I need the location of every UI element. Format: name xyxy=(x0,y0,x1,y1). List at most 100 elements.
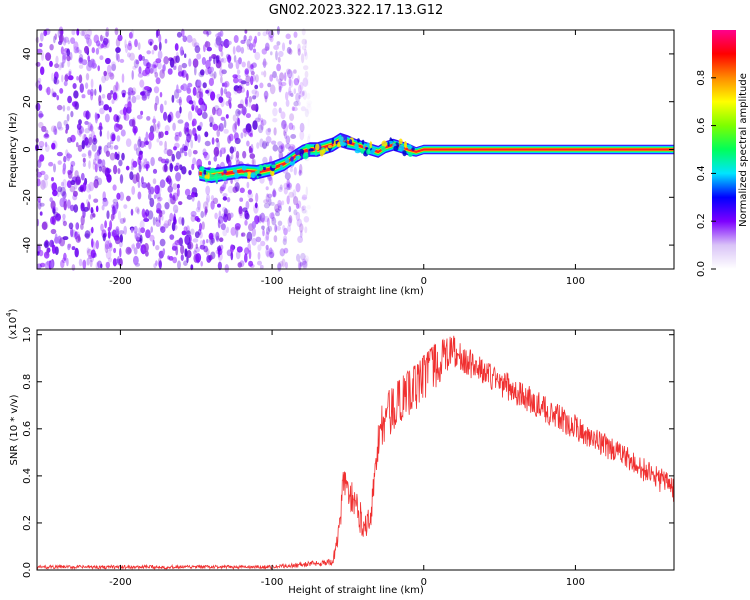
spectrogram-noise-cell xyxy=(202,148,207,155)
spectrogram-noise-cell xyxy=(147,89,150,100)
spectrogram-noise-cell xyxy=(174,165,179,172)
spectrogram-noise-cell xyxy=(149,63,155,73)
spectrogram-noise-cell xyxy=(249,132,253,138)
spectrogram-ridge-cell xyxy=(393,145,399,151)
spectrogram-noise-cell xyxy=(97,126,104,131)
spectrogram-noise-cell xyxy=(297,101,301,106)
spectrogram-noise-cell xyxy=(212,197,219,204)
spectrogram-noise-cell xyxy=(246,89,249,99)
spectrogram-noise-cell xyxy=(293,31,298,38)
spectrogram-noise-cell xyxy=(178,216,183,225)
spectrogram-noise-cell xyxy=(104,240,110,250)
spectrogram-noise-cell xyxy=(251,158,255,165)
spectrogram-noise-cell xyxy=(114,237,121,245)
spectrogram-noise-cell xyxy=(272,188,276,198)
spectrogram-noise-cell xyxy=(293,69,297,74)
spectrogram-noise-cell xyxy=(208,89,213,94)
spectrogram-noise-cell xyxy=(127,101,132,111)
spectrogram-noise-cell xyxy=(62,218,66,223)
spectrogram-noise-cell xyxy=(286,46,292,54)
spectrogram-noise-cell xyxy=(109,242,113,248)
spectrogram-noise-cell xyxy=(124,43,129,54)
spectrogram-ridge-cell xyxy=(222,174,227,181)
spectrogram-ridge-cell xyxy=(241,165,247,171)
spectrogram-noise-cell xyxy=(191,163,195,171)
spectrogram-noise-cell xyxy=(100,263,103,269)
spectrogram-ridge-cell xyxy=(289,160,295,166)
spectrogram-noise-cell xyxy=(65,149,69,157)
spectrogram-noise-cell xyxy=(66,257,69,267)
spectrogram-noise-cell xyxy=(181,70,185,77)
spectrogram-noise-cell xyxy=(188,58,192,67)
spectrogram-noise-cell xyxy=(279,72,285,82)
spectrogram-noise-cell xyxy=(273,44,279,51)
spectrogram-noise-cell xyxy=(80,215,85,226)
spectrogram-noise-cell xyxy=(103,37,109,46)
spectrogram-noise-cell xyxy=(227,40,232,46)
spectrogram-noise-cell xyxy=(117,168,121,174)
spectrogram-noise-cell xyxy=(227,55,232,62)
spectrogram-x-tick-label: 100 xyxy=(566,276,585,287)
spectrogram-noise-cell xyxy=(186,34,193,43)
spectrogram-noise-cell xyxy=(223,128,229,134)
spectrogram-noise-cell xyxy=(307,118,309,127)
spectrogram-noise-cell xyxy=(85,183,92,193)
spectrogram-noise-cell xyxy=(199,121,203,128)
spectrogram-noise-cell xyxy=(220,50,224,57)
spectrogram-noise-cell xyxy=(259,212,266,223)
spectrogram-noise-cell xyxy=(195,252,202,263)
spectrogram-noise-cell xyxy=(97,260,102,269)
spectrogram-noise-cell xyxy=(279,248,285,257)
spectrogram-noise-cell xyxy=(114,27,119,36)
spectrogram-ridge-cell xyxy=(295,155,300,160)
spectrogram-noise-cell xyxy=(112,198,118,204)
spectrogram-noise-cell xyxy=(264,236,269,242)
spectrogram-ridge-cell xyxy=(203,169,207,175)
spectrogram-noise-cell xyxy=(259,82,264,89)
spectrogram-noise-cell xyxy=(298,94,302,100)
spectrogram-noise-cell xyxy=(137,191,142,200)
spectrogram-noise-cell xyxy=(61,257,67,264)
spectrogram-noise-cell xyxy=(235,226,241,231)
spectrogram-noise-cell xyxy=(172,122,176,131)
spectrogram-ridge-cell xyxy=(247,173,251,179)
spectrogram-noise-cell xyxy=(242,207,248,213)
spectrogram-noise-cell xyxy=(106,64,112,75)
spectrogram-noise-cell xyxy=(164,125,170,132)
snr-scale-suffix: ) xyxy=(8,308,19,312)
spectrogram-noise-cell xyxy=(78,64,84,69)
spectrogram-noise-cell xyxy=(167,68,173,75)
spectrogram-noise-cell xyxy=(252,38,256,48)
spectrogram-noise-cell xyxy=(152,168,158,174)
spectrogram-noise-cell xyxy=(72,83,77,89)
spectrogram-noise-cell xyxy=(101,204,105,211)
spectrogram-noise-cell xyxy=(78,186,84,193)
spectrogram-noise-cell xyxy=(275,75,279,82)
spectrogram-noise-cell xyxy=(186,194,193,200)
snr-scale-note: (x104) xyxy=(5,308,19,339)
spectrogram-noise-cell xyxy=(50,228,57,235)
spectrogram-noise-cell xyxy=(304,258,309,264)
spectrogram-noise-cell xyxy=(288,191,295,198)
spectrogram-noise-cell xyxy=(54,128,58,136)
spectrogram-noise-cell xyxy=(132,160,138,168)
spectrogram-noise-cell xyxy=(276,225,281,231)
spectrogram-noise-cell xyxy=(259,264,264,270)
spectrogram-noise-cell xyxy=(205,197,209,206)
spectrogram-noise-cell xyxy=(45,88,49,93)
spectrogram-noise-cell xyxy=(300,106,306,112)
spectrogram-noise-cell xyxy=(56,104,63,111)
spectrogram-noise-cell xyxy=(53,125,57,135)
spectrogram-noise-cell xyxy=(209,116,214,124)
spectrogram-noise-cell xyxy=(88,255,93,259)
spectrogram-noise-cell xyxy=(203,44,206,53)
spectrogram-noise-cell xyxy=(223,213,228,223)
spectrogram-noise-cell xyxy=(101,165,107,173)
spectrogram-noise-cell xyxy=(306,102,311,107)
spectrogram-noise-cell xyxy=(41,51,44,62)
spectrogram-noise-cell xyxy=(204,41,211,48)
spectrogram-noise-cell xyxy=(263,90,269,100)
spectrogram-noise-cell xyxy=(78,49,82,54)
spectrogram-noise-cell xyxy=(39,42,43,48)
spectrogram-noise-cell xyxy=(252,48,257,54)
